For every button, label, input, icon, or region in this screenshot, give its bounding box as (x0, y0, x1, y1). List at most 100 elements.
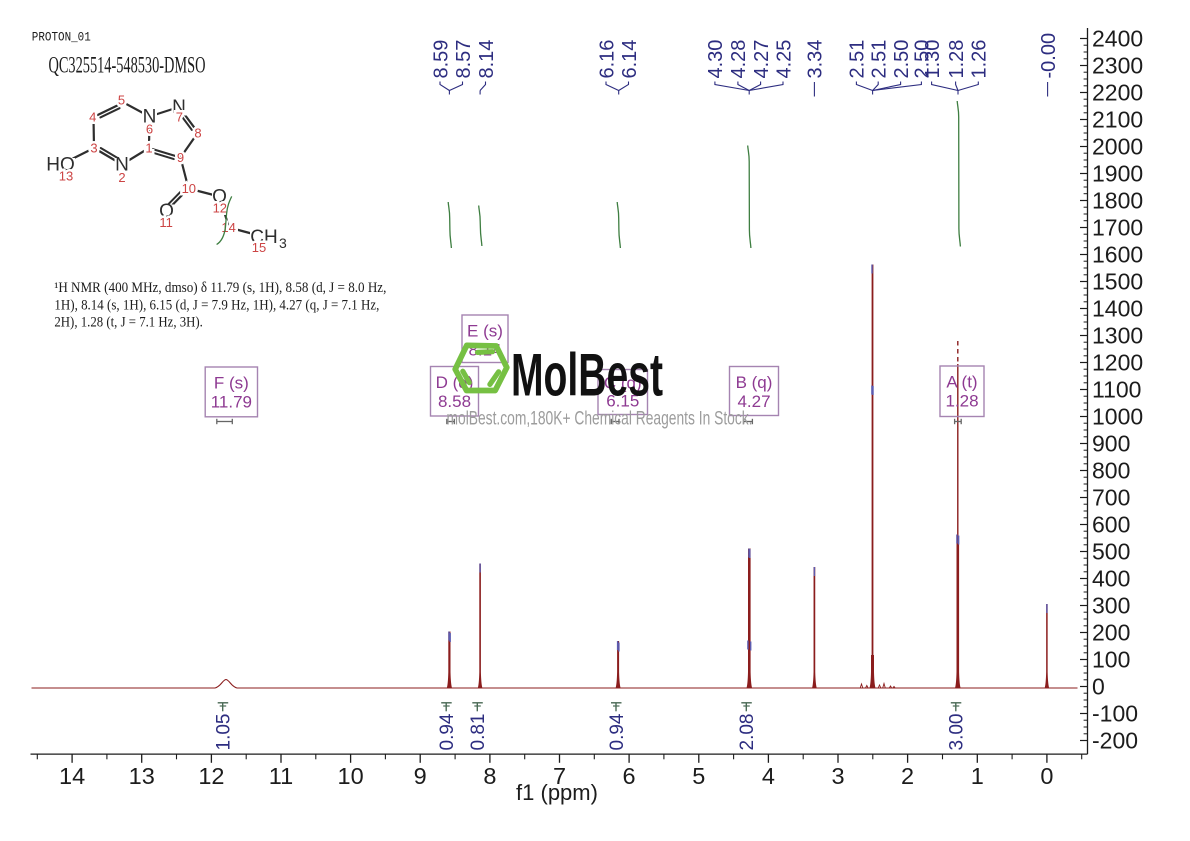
svg-text:0.94: 0.94 (607, 713, 628, 750)
svg-text:N: N (172, 97, 186, 118)
svg-text:1900: 1900 (1092, 161, 1143, 187)
svg-text:2.50: 2.50 (891, 40, 913, 79)
svg-text:3: 3 (831, 763, 844, 789)
svg-text:1: 1 (145, 141, 152, 156)
svg-text:B (q): B (q) (736, 373, 773, 392)
svg-text:500: 500 (1092, 539, 1130, 565)
svg-text:1.28: 1.28 (945, 392, 978, 411)
svg-text:1.26: 1.26 (969, 40, 991, 79)
svg-text:1H), 8.14 (s, 1H), 6.15 (d, J: 1H), 8.14 (s, 1H), 6.15 (d, J = 7.9 Hz, … (54, 298, 379, 314)
svg-text:6.15: 6.15 (606, 392, 639, 411)
svg-text:6.16: 6.16 (596, 40, 618, 79)
svg-text:800: 800 (1092, 458, 1130, 484)
svg-text:400: 400 (1092, 566, 1130, 592)
svg-text:13: 13 (129, 763, 155, 789)
svg-text:1200: 1200 (1092, 350, 1143, 376)
svg-text:4.28: 4.28 (728, 40, 750, 79)
svg-text:9: 9 (414, 763, 427, 789)
svg-text:6: 6 (623, 763, 636, 789)
svg-text:1000: 1000 (1092, 404, 1143, 430)
svg-text:4: 4 (89, 110, 96, 125)
svg-text:8.59: 8.59 (430, 40, 452, 79)
svg-text:1400: 1400 (1092, 296, 1143, 322)
svg-text:8: 8 (194, 125, 201, 140)
svg-text:-0.00: -0.00 (1038, 33, 1060, 79)
svg-text:8.58: 8.58 (438, 392, 471, 411)
svg-text:N: N (143, 107, 157, 128)
svg-text:12: 12 (213, 201, 227, 216)
svg-text:-200: -200 (1092, 728, 1138, 754)
svg-text:2200: 2200 (1092, 80, 1143, 106)
svg-text:1.30: 1.30 (922, 40, 944, 79)
svg-text:O: O (212, 187, 227, 208)
svg-text:8: 8 (483, 763, 496, 789)
svg-text:2.08: 2.08 (737, 714, 758, 751)
svg-text:1: 1 (971, 763, 984, 789)
svg-text:4.27: 4.27 (751, 40, 773, 79)
svg-text:2100: 2100 (1092, 107, 1143, 133)
svg-text:2.50: 2.50 (912, 40, 934, 79)
svg-text:0: 0 (1092, 674, 1105, 700)
svg-text:300: 300 (1092, 593, 1130, 619)
svg-text:E (s): E (s) (467, 322, 503, 341)
svg-text:0: 0 (1040, 763, 1053, 789)
svg-text:14: 14 (221, 220, 235, 235)
svg-text:-100: -100 (1092, 701, 1138, 727)
svg-text:4.25: 4.25 (773, 40, 795, 79)
svg-text:8.14: 8.14 (476, 40, 498, 79)
svg-text:1.28: 1.28 (946, 40, 968, 79)
svg-text:2300: 2300 (1092, 53, 1143, 79)
svg-text:2H), 1.28 (t, J = 7.1 Hz, 3H).: 2H), 1.28 (t, J = 7.1 Hz, 3H). (54, 315, 203, 331)
svg-text:1100: 1100 (1092, 377, 1141, 403)
svg-text:PROTON_01: PROTON_01 (32, 30, 91, 44)
svg-text:1500: 1500 (1092, 269, 1143, 295)
svg-text:O: O (159, 201, 174, 222)
svg-text:1600: 1600 (1092, 242, 1143, 268)
svg-text:12: 12 (198, 763, 224, 789)
svg-text:3.34: 3.34 (805, 40, 827, 79)
svg-text:11: 11 (269, 763, 293, 789)
svg-text:100: 100 (1092, 647, 1130, 673)
svg-text:2: 2 (901, 763, 914, 789)
svg-text:900: 900 (1092, 431, 1130, 457)
svg-text:3: 3 (90, 141, 97, 156)
svg-text:2400: 2400 (1092, 26, 1143, 52)
svg-text:f1 (ppm): f1 (ppm) (516, 780, 598, 805)
svg-text:11: 11 (159, 215, 173, 230)
svg-text:600: 600 (1092, 512, 1130, 538)
svg-text:¹H NMR (400 MHz, dmso) δ 11.79: ¹H NMR (400 MHz, dmso) δ 11.79 (s, 1H), … (54, 280, 386, 296)
svg-text:10: 10 (338, 763, 364, 789)
svg-text:6: 6 (146, 122, 153, 137)
svg-text:F (s): F (s) (214, 374, 249, 393)
svg-text:5: 5 (692, 763, 705, 789)
svg-text:4.27: 4.27 (737, 392, 770, 411)
svg-text:7: 7 (176, 110, 183, 125)
svg-text:N: N (115, 155, 129, 176)
svg-text:9: 9 (177, 150, 184, 165)
svg-text:3.00: 3.00 (947, 714, 968, 751)
svg-text:A (t): A (t) (946, 373, 977, 392)
svg-text:2.51: 2.51 (869, 40, 891, 79)
svg-text:3: 3 (279, 235, 287, 251)
svg-text:molBest.com,180K+ Chemical Rea: molBest.com,180K+ Chemical Reagents In S… (447, 408, 753, 430)
svg-text:13: 13 (59, 169, 73, 184)
svg-text:5: 5 (118, 92, 125, 107)
svg-text:700: 700 (1092, 485, 1130, 511)
svg-text:15: 15 (252, 240, 266, 255)
svg-text:HO: HO (46, 155, 75, 176)
svg-text:C (d): C (d) (604, 374, 642, 393)
svg-text:QC325514-548530-DMSO: QC325514-548530-DMSO (49, 53, 206, 78)
svg-text:4.30: 4.30 (705, 40, 727, 79)
svg-text:6.14: 6.14 (619, 40, 641, 79)
svg-text:14: 14 (59, 763, 85, 789)
svg-text:11.79: 11.79 (211, 393, 252, 412)
svg-text:MolBest: MolBest (511, 342, 663, 409)
svg-text:1700: 1700 (1092, 215, 1143, 241)
svg-text:0.94: 0.94 (437, 713, 458, 750)
svg-text:7: 7 (553, 763, 566, 789)
svg-text:2000: 2000 (1092, 134, 1143, 160)
svg-text:8.57: 8.57 (453, 40, 475, 79)
svg-text:1300: 1300 (1092, 323, 1143, 349)
svg-text:2.51: 2.51 (847, 40, 869, 79)
svg-text:2: 2 (118, 170, 125, 185)
